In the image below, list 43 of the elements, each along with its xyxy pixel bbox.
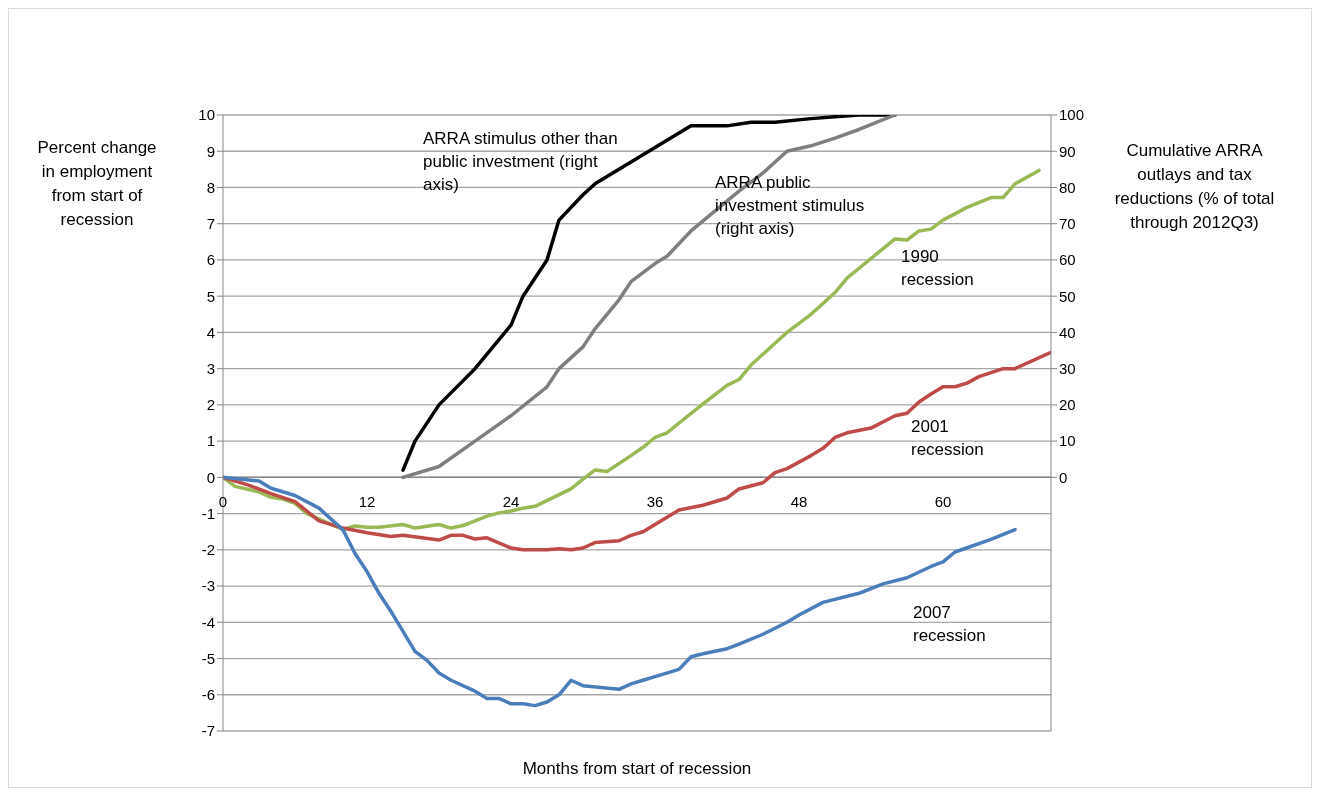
x-tick-label: 48 (790, 493, 808, 511)
y2-tick-label: 40 (1059, 323, 1076, 341)
y-tick-label: 7 (206, 215, 215, 233)
y2-tick-label: 100 (1059, 106, 1085, 124)
y-tick-label: -7 (201, 722, 215, 740)
y-tick-label: -6 (201, 686, 215, 704)
y-tick-label: -5 (201, 649, 215, 667)
x-tick-label: 36 (646, 493, 664, 511)
y2-tick-label: 30 (1059, 359, 1076, 377)
y-tick-label: 8 (206, 178, 215, 196)
y2-tick-label: 90 (1059, 142, 1076, 160)
series-label: 2001 recession (911, 416, 985, 461)
y-tick-label: 1 (206, 432, 215, 450)
y-axis-title: Percent change in employment from start of recession (36, 137, 158, 231)
y2-axis-title: Cumulative ARRA outlays and tax reductions (% of total through 2012Q3) (1113, 140, 1276, 234)
y-tick-label: -3 (201, 577, 215, 595)
x-tick-label: 0 (218, 493, 228, 511)
y-tick-label: 2 (206, 396, 215, 414)
x-axis-title: Months from start of recession (521, 759, 753, 779)
x-tick-label: 12 (358, 493, 376, 511)
y2-tick-label: 80 (1059, 178, 1076, 196)
y-tick-label: 9 (206, 142, 215, 160)
y-tick-label: 0 (206, 468, 215, 486)
series-label: ARRA stimulus other than public investment (right axis) (423, 128, 619, 196)
y2-tick-label: 60 (1059, 251, 1076, 269)
y2-tick-label: 0 (1059, 468, 1068, 486)
y-tick-label: -4 (201, 613, 215, 631)
y-tick-label: -2 (201, 541, 215, 559)
series-label: 2007 recession (913, 602, 987, 647)
y2-tick-label: 70 (1059, 215, 1076, 233)
y2-tick-label: 20 (1059, 396, 1076, 414)
y-tick-label: 5 (206, 287, 215, 305)
y2-tick-label: 10 (1059, 432, 1076, 450)
x-tick-label: 60 (934, 493, 952, 511)
y-tick-label: 6 (206, 251, 215, 269)
y2-tick-label: 50 (1059, 287, 1076, 305)
y-tick-label: 3 (206, 359, 215, 377)
series-label: ARRA public investment stimulus (right axis) (715, 172, 866, 240)
y-tick-label: -1 (201, 504, 215, 522)
y-tick-label: 4 (206, 323, 215, 341)
x-tick-label: 24 (502, 493, 520, 511)
series-label: 1990 recession (901, 246, 975, 291)
y-tick-label: 10 (198, 106, 215, 124)
